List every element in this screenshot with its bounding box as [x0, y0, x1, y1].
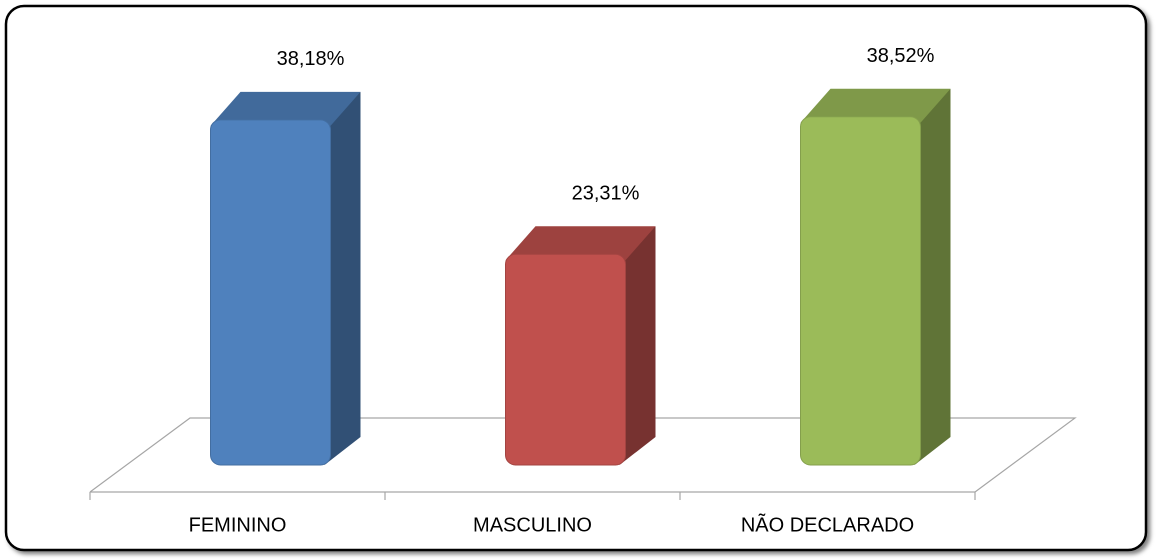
- bar-top: [800, 88, 951, 123]
- floor: [89, 417, 1077, 500]
- value-label: 23,31%: [572, 183, 640, 205]
- x-tick-label: NÃO DECLARADO: [741, 512, 914, 536]
- bar: [505, 253, 626, 466]
- value-label: 38,18%: [277, 48, 345, 70]
- bar-side: [914, 88, 951, 465]
- bar-side: [619, 226, 656, 465]
- x-tick-label: MASCULINO: [473, 514, 592, 536]
- bar-top: [210, 91, 361, 126]
- bar: [800, 116, 921, 466]
- bar: [210, 119, 331, 466]
- x-tick-label: FEMININO: [189, 514, 287, 536]
- value-label: 38,52%: [867, 45, 935, 67]
- bar-side: [324, 91, 361, 466]
- bar-top: [505, 226, 656, 261]
